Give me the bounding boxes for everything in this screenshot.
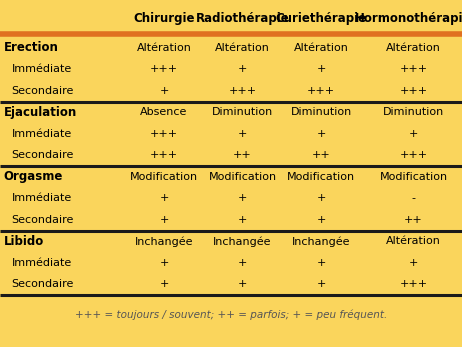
Text: +: +: [316, 129, 326, 139]
Text: Curiethérapie: Curiethérapie: [275, 11, 367, 25]
Text: +: +: [238, 279, 247, 289]
Text: +++: +++: [150, 129, 178, 139]
Text: Immédiate: Immédiate: [12, 193, 72, 203]
Text: Erection: Erection: [4, 41, 59, 54]
Text: Secondaire: Secondaire: [12, 215, 74, 225]
Text: Secondaire: Secondaire: [12, 150, 74, 160]
Text: Altération: Altération: [294, 43, 348, 53]
Text: +++: +++: [150, 150, 178, 160]
Text: +: +: [409, 129, 418, 139]
Text: Modification: Modification: [379, 172, 448, 182]
Text: -: -: [412, 193, 415, 203]
Text: Altération: Altération: [386, 236, 441, 246]
Text: Diminution: Diminution: [291, 107, 352, 117]
Text: +: +: [316, 258, 326, 268]
Text: +: +: [238, 193, 247, 203]
Text: Modification: Modification: [208, 172, 277, 182]
Text: ++: ++: [233, 150, 252, 160]
Text: Orgasme: Orgasme: [4, 170, 63, 183]
Text: +: +: [238, 258, 247, 268]
Text: Diminution: Diminution: [212, 107, 273, 117]
Text: Inchangée: Inchangée: [135, 236, 193, 246]
Text: Hormonothérapie: Hormonothérapie: [355, 11, 462, 25]
Text: Ejaculation: Ejaculation: [4, 106, 77, 119]
Text: +: +: [238, 64, 247, 74]
Text: Absence: Absence: [140, 107, 188, 117]
Text: +: +: [316, 279, 326, 289]
Text: Immédiate: Immédiate: [12, 129, 72, 139]
Text: +++: +++: [400, 150, 427, 160]
Text: +: +: [316, 64, 326, 74]
Text: +: +: [316, 193, 326, 203]
Text: +++ = toujours / souvent; ++ = parfois; + = peu fréquent.: +++ = toujours / souvent; ++ = parfois; …: [75, 309, 387, 320]
Text: +: +: [159, 193, 169, 203]
Text: +: +: [159, 258, 169, 268]
Text: Diminution: Diminution: [383, 107, 444, 117]
Text: Altération: Altération: [386, 43, 441, 53]
Text: +: +: [159, 215, 169, 225]
Text: Radiothérapie: Radiothérapie: [196, 11, 289, 25]
Text: Modification: Modification: [130, 172, 198, 182]
Text: +: +: [159, 86, 169, 96]
Text: Modification: Modification: [287, 172, 355, 182]
Text: Chirurgie: Chirurgie: [133, 11, 195, 25]
Text: Secondaire: Secondaire: [12, 279, 74, 289]
Text: +++: +++: [400, 64, 427, 74]
Text: +++: +++: [307, 86, 335, 96]
Text: +++: +++: [400, 279, 427, 289]
Text: Immédiate: Immédiate: [12, 258, 72, 268]
Text: +++: +++: [229, 86, 256, 96]
Text: Inchangée: Inchangée: [292, 236, 350, 246]
Text: ++: ++: [404, 215, 423, 225]
Text: +++: +++: [150, 64, 178, 74]
Text: Immédiate: Immédiate: [12, 64, 72, 74]
Text: +: +: [316, 215, 326, 225]
Text: +: +: [238, 215, 247, 225]
Text: +: +: [238, 129, 247, 139]
Text: +: +: [409, 258, 418, 268]
Text: +++: +++: [400, 86, 427, 96]
Text: Secondaire: Secondaire: [12, 86, 74, 96]
Text: Libido: Libido: [4, 235, 44, 248]
Text: +: +: [159, 279, 169, 289]
Text: Altération: Altération: [137, 43, 191, 53]
Text: ++: ++: [312, 150, 330, 160]
Text: Altération: Altération: [215, 43, 270, 53]
Text: Inchangée: Inchangée: [213, 236, 272, 246]
